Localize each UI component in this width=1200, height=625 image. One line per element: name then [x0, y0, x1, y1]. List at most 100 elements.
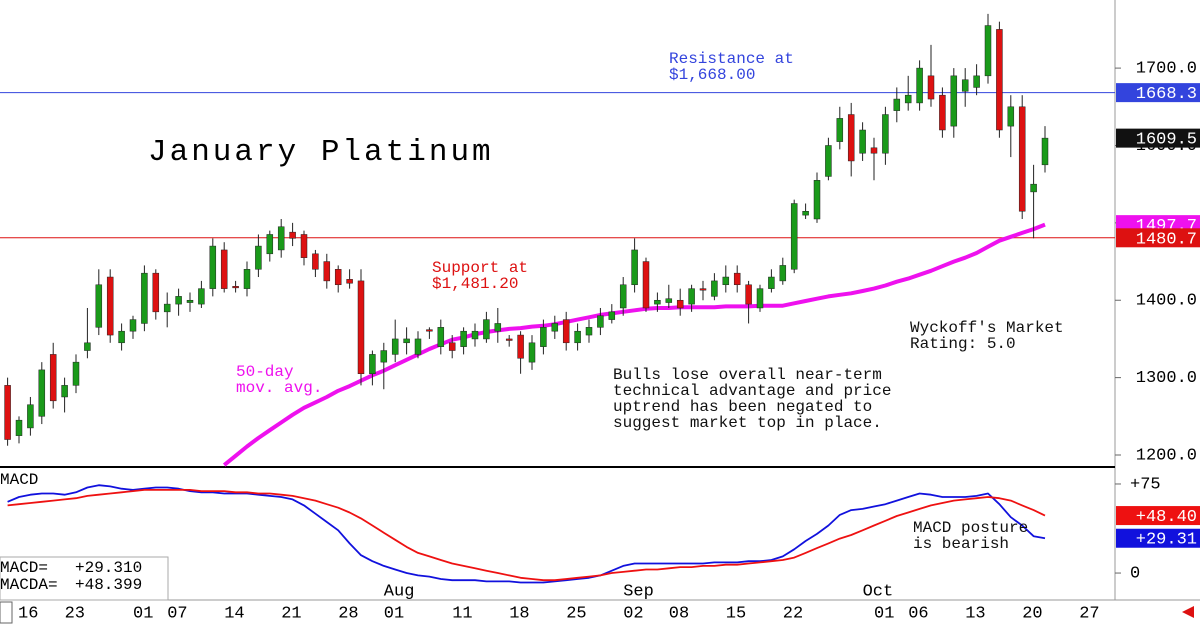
candle-body	[688, 288, 695, 305]
candle-body	[961, 79, 969, 92]
x-tick-label: 25	[566, 604, 586, 623]
candle-body	[756, 288, 764, 309]
comment-label: Bulls lose overall near-term	[613, 366, 882, 384]
candle-body	[973, 75, 980, 88]
candle-body	[893, 98, 901, 111]
candle-body	[289, 231, 296, 239]
candle-body	[1030, 183, 1037, 193]
candle-body	[95, 284, 103, 328]
rating-label: Rating: 5.0	[910, 335, 1016, 353]
candle-body	[699, 288, 707, 291]
candle-body	[4, 385, 11, 440]
candle-body	[391, 338, 399, 355]
candle-body	[1007, 106, 1015, 127]
candle-body	[277, 226, 285, 251]
candle-body	[540, 327, 547, 347]
candle-body	[243, 269, 251, 289]
readout-name: MACD=	[0, 559, 48, 577]
candle-body	[517, 334, 524, 359]
candle-body	[494, 323, 502, 332]
candle-body	[813, 180, 821, 220]
x-tick-label: 20	[1022, 604, 1042, 623]
candle-body	[665, 298, 673, 303]
x-tick-label: 08	[669, 604, 689, 623]
candle-body	[996, 29, 1003, 131]
macd-tag: +29.31	[1136, 531, 1197, 550]
candle-body	[870, 147, 878, 154]
x-tick-label: 06	[908, 604, 928, 623]
candle-body	[106, 276, 114, 336]
x-tick-label: 01	[133, 604, 153, 623]
candle-body	[323, 261, 331, 282]
macd-tick-label: +75	[1130, 475, 1161, 494]
candle-body	[437, 327, 445, 347]
candle-body	[483, 319, 490, 340]
comment-label: technical advantage and price	[613, 382, 891, 400]
x-tick-label: 28	[338, 604, 358, 623]
candle-body	[505, 338, 513, 341]
candle-body	[939, 94, 946, 131]
candle-body	[551, 323, 559, 332]
x-tick-label: 15	[726, 604, 746, 623]
readout-name: MACDA=	[0, 576, 58, 594]
candle-body	[209, 245, 217, 289]
chart-title: January Platinum	[148, 135, 494, 170]
candle-body	[300, 234, 308, 258]
x-tick-label: 01	[874, 604, 894, 623]
readout-box	[0, 556, 169, 601]
candle-body	[1018, 106, 1026, 212]
scroll-arrow[interactable]	[1182, 606, 1194, 618]
x-tick-label: 07	[167, 604, 187, 623]
rating-label: Wyckoff's Market	[910, 319, 1064, 337]
y-tick-label: 1700.0	[1136, 60, 1197, 79]
candle-body	[562, 319, 570, 344]
x-tick-label: 27	[1079, 604, 1099, 623]
x-tick-label: 18	[509, 604, 529, 623]
candle-body	[72, 361, 80, 386]
candle-body	[15, 419, 23, 436]
y-tick-label: 1300.0	[1136, 369, 1197, 388]
candle-body	[597, 315, 604, 328]
candle-body	[129, 319, 137, 332]
candle-body	[733, 272, 741, 286]
candle-body	[357, 280, 365, 375]
candle-body	[414, 338, 422, 355]
macd-tag: +48.40	[1136, 508, 1197, 527]
x-tick-label: 14	[224, 604, 244, 623]
candle-body	[836, 118, 844, 142]
candle-body	[61, 385, 68, 398]
candle-body	[779, 265, 787, 282]
support-tag-bg	[1116, 228, 1200, 248]
candle-body	[825, 145, 832, 177]
candle-body	[654, 299, 661, 305]
candle-body	[722, 276, 730, 286]
x-tick-label: 11	[452, 604, 472, 623]
candle-body	[448, 342, 456, 351]
candle-body	[882, 114, 889, 154]
candle-body	[802, 211, 809, 216]
candle-body	[1041, 137, 1049, 166]
candle-body	[528, 342, 536, 363]
candle-body	[471, 330, 479, 340]
candle-body	[859, 129, 866, 154]
candle-body	[266, 234, 274, 255]
candle-body	[711, 280, 718, 297]
candle-body	[186, 299, 194, 303]
candle-body	[312, 253, 319, 270]
resistance-tag: 1668.3	[1136, 85, 1197, 104]
candle-body	[175, 296, 182, 305]
x-tick-label: 01	[384, 604, 404, 623]
y-tick-label: 1400.0	[1136, 292, 1197, 311]
candle-body	[927, 75, 935, 100]
candle-body	[460, 330, 467, 347]
last-close-tag-bg	[1116, 128, 1200, 148]
comment-label: uptrend has been negated to	[613, 398, 872, 416]
candle-body	[950, 75, 958, 127]
support-tag: 1480.7	[1136, 230, 1197, 249]
candle-body	[619, 284, 627, 309]
candle-body	[745, 284, 752, 305]
candle-body	[49, 354, 57, 402]
support-label: $1,481.20	[432, 275, 518, 293]
readout-value: +29.310	[75, 559, 142, 577]
